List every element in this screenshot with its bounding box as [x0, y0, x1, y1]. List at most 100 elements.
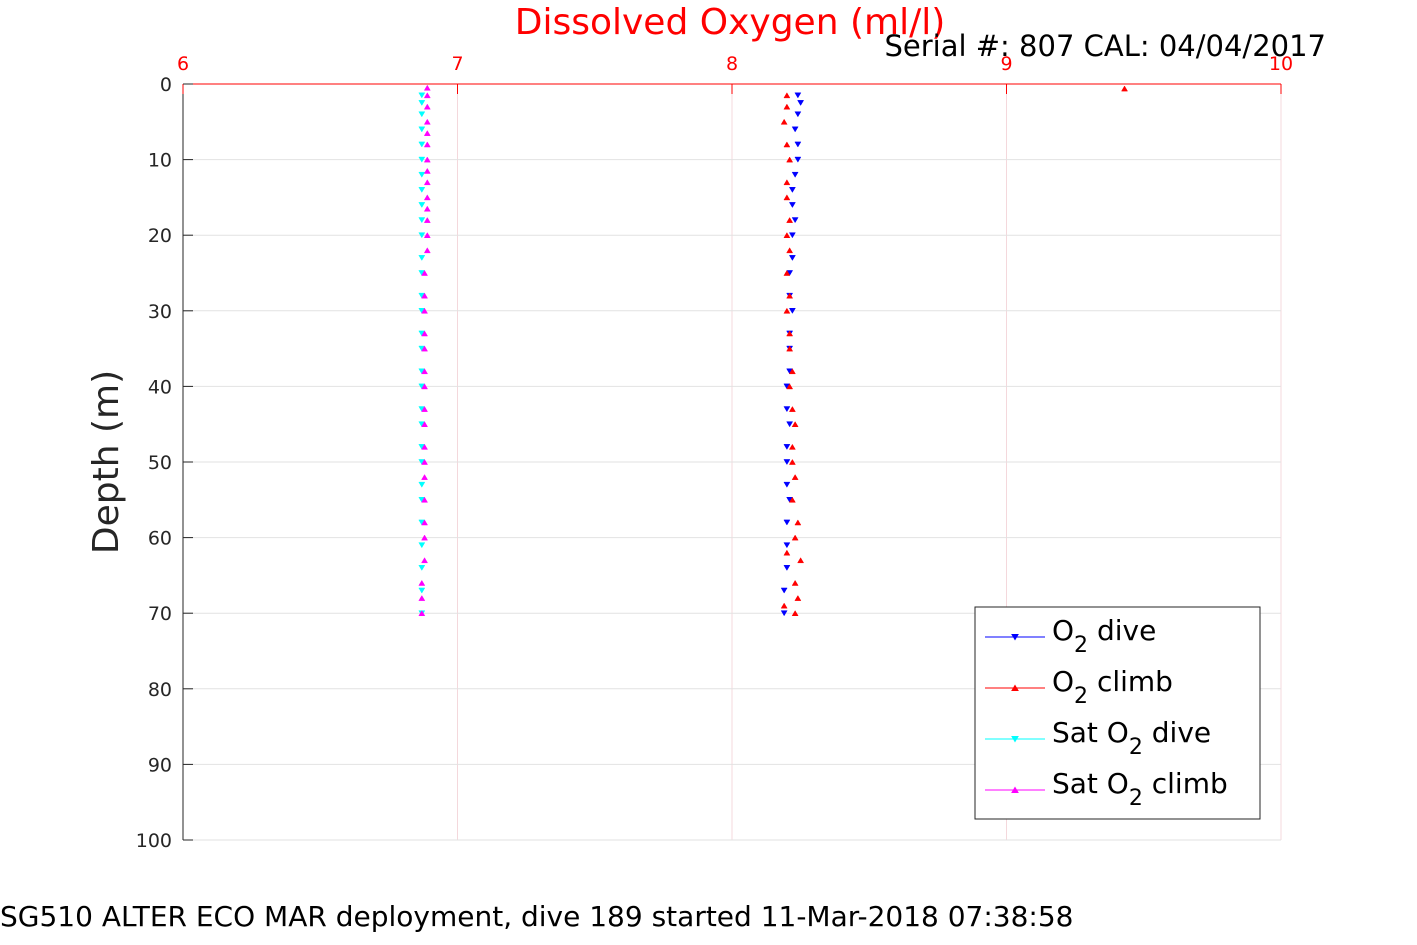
data-point	[418, 587, 426, 594]
data-point	[418, 579, 426, 586]
data-point	[783, 459, 791, 466]
data-point	[418, 565, 426, 571]
data-point	[418, 100, 426, 106]
y-tick-label: 10	[148, 150, 172, 172]
data-point	[421, 307, 428, 314]
data-point	[783, 179, 791, 186]
data-point	[797, 557, 805, 564]
data-point	[791, 610, 799, 616]
x-tick-label: 10	[1269, 53, 1293, 75]
data-point	[783, 542, 791, 549]
data-point	[786, 292, 794, 299]
data-point	[794, 141, 802, 148]
data-point	[783, 307, 791, 314]
y-tick-label: 20	[148, 225, 172, 247]
chart-subtitle: Serial #: 807 CAL: 04/04/2017	[884, 29, 1326, 63]
data-point	[783, 444, 791, 450]
data-point	[421, 368, 428, 375]
data-point	[418, 141, 426, 148]
data-point	[780, 602, 788, 609]
data-point	[783, 92, 791, 99]
legend-marker	[1011, 633, 1019, 641]
data-point	[788, 255, 796, 261]
x-ticks: 6 7 8 9 10	[177, 53, 1293, 94]
data-point	[788, 458, 796, 465]
data-point	[418, 232, 426, 239]
data-point	[794, 92, 802, 99]
legend-box	[974, 606, 1261, 820]
data-point	[418, 595, 426, 601]
x-tick-label: 8	[726, 53, 738, 75]
data-point	[421, 443, 428, 450]
data-point	[423, 103, 431, 110]
data-point	[788, 232, 796, 239]
x-tick-label: 6	[177, 53, 189, 75]
data-point	[423, 118, 431, 125]
caption: SG510 ALTER ECO MAR deployment, dive 189…	[0, 900, 1074, 933]
data-point	[788, 308, 796, 314]
legend-entries: O2 dive O2 climb Sat O2 dive Sat O2 climb	[985, 614, 1228, 811]
data-point	[421, 345, 428, 352]
data-point	[788, 496, 796, 503]
data-point	[418, 156, 426, 163]
data-point	[418, 255, 426, 261]
data-point	[421, 534, 428, 541]
data-point	[423, 130, 431, 136]
data-point	[788, 406, 796, 412]
data-point	[786, 217, 794, 223]
y-tick-label: 90	[148, 754, 172, 776]
y-tick-label: 0	[160, 74, 172, 96]
y-tick-label: 70	[148, 603, 172, 625]
y-tick-label: 30	[148, 301, 172, 323]
data-point	[786, 156, 794, 163]
data-point	[783, 194, 791, 201]
data-point	[791, 171, 799, 178]
data-point	[786, 383, 794, 390]
data-point	[423, 92, 431, 99]
data-point	[423, 247, 431, 254]
y-tick-label: 60	[148, 528, 172, 550]
data-point	[418, 217, 426, 224]
data-point	[780, 610, 788, 617]
data-point	[791, 217, 799, 224]
legend-marker	[1011, 735, 1019, 743]
legend-label: O2 climb	[1052, 665, 1173, 709]
data-point	[423, 141, 431, 148]
data-point	[418, 171, 426, 178]
legend-label: O2 dive	[1052, 614, 1156, 658]
series-3	[418, 84, 431, 616]
data-point	[783, 565, 791, 571]
x-tick-label: 7	[451, 53, 463, 75]
data-point	[421, 330, 428, 337]
data-point	[791, 534, 799, 541]
data-point	[421, 269, 428, 276]
data-point	[783, 232, 791, 238]
series	[418, 84, 1128, 617]
y-tick-label: 100	[136, 830, 172, 852]
data-point	[421, 383, 428, 390]
data-point	[418, 92, 426, 99]
y-tick-label: 80	[148, 679, 172, 701]
legend-marker	[1011, 786, 1019, 794]
data-point	[421, 406, 428, 412]
data-point	[788, 187, 796, 193]
data-point	[421, 292, 428, 299]
y-tick-label: 40	[148, 376, 172, 398]
legend-label: Sat O2 climb	[1052, 767, 1228, 811]
data-point	[418, 481, 426, 488]
data-point	[791, 579, 799, 586]
data-point	[797, 100, 805, 106]
data-point	[786, 247, 794, 254]
data-point	[783, 549, 791, 556]
data-point	[1121, 85, 1128, 92]
data-point	[418, 202, 426, 209]
data-point	[423, 232, 431, 238]
data-point	[788, 202, 796, 209]
data-point	[783, 481, 791, 488]
data-point	[423, 84, 431, 91]
data-point	[794, 519, 802, 526]
series-1	[780, 85, 1128, 616]
data-point	[794, 156, 802, 163]
data-point	[786, 345, 794, 352]
